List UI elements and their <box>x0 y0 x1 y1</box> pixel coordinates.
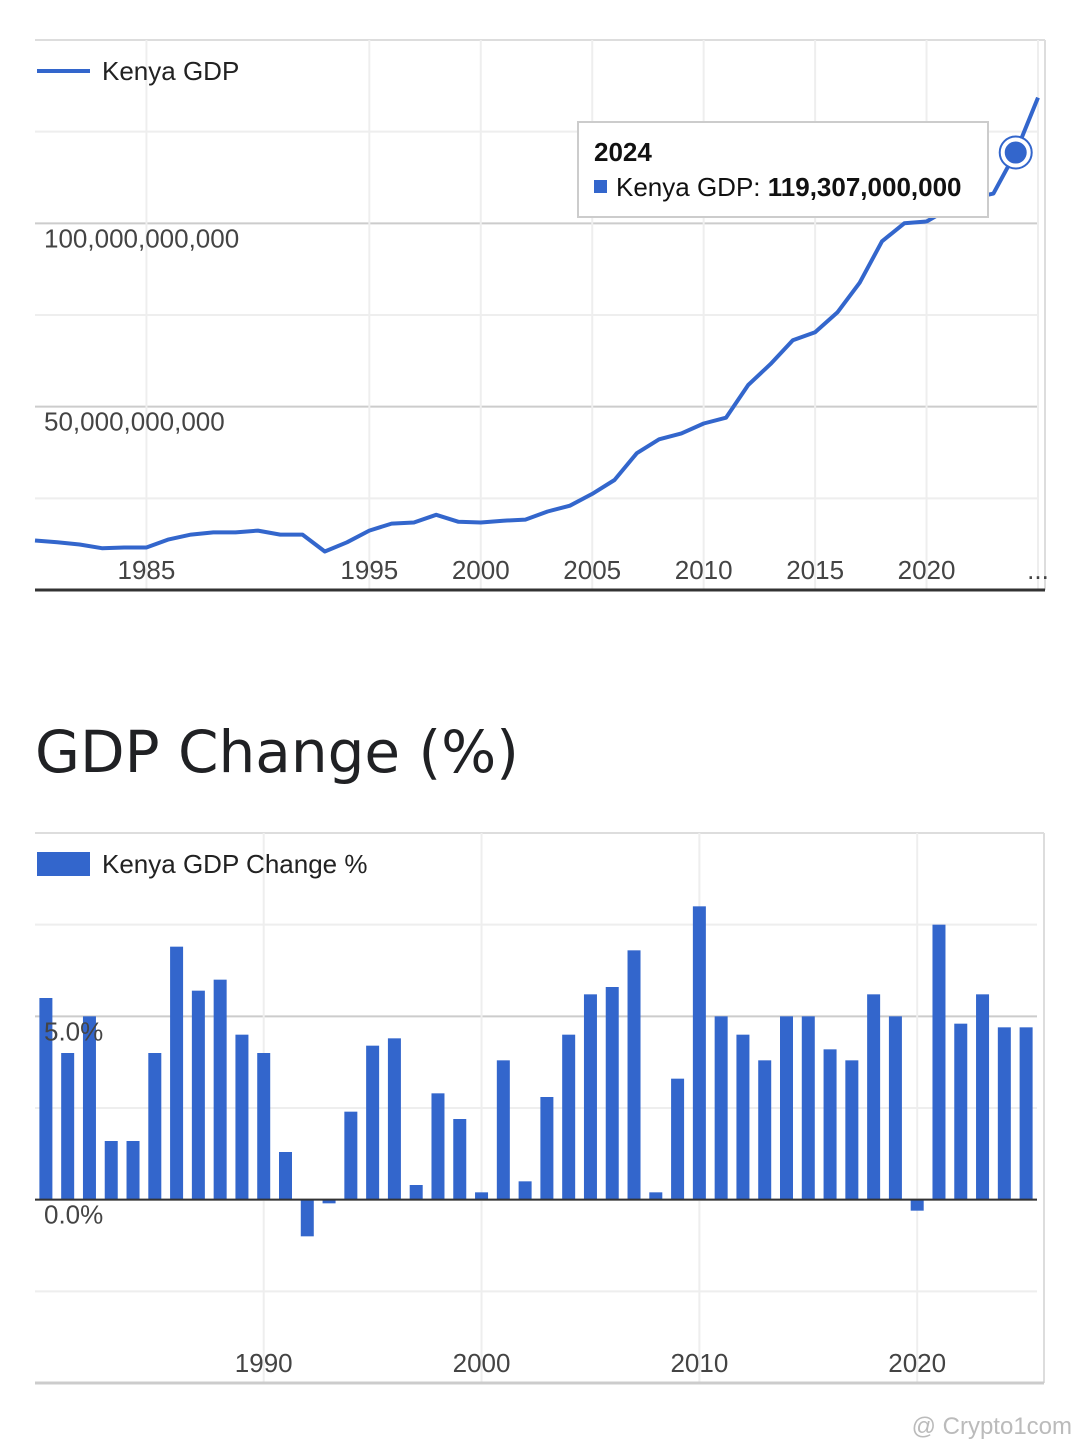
bar <box>997 1027 1011 1200</box>
y-tick-label: 50,000,000,000 <box>44 407 225 437</box>
tooltip-text: Kenya GDP: 119,307,000,000 <box>616 172 962 202</box>
bar <box>431 1093 445 1200</box>
bar <box>932 924 946 1200</box>
bar <box>235 1034 249 1200</box>
bar <box>300 1199 314 1237</box>
tooltip-title: 2024 <box>594 137 652 167</box>
bar <box>279 1152 292 1200</box>
bar <box>387 1038 401 1200</box>
bar <box>191 990 205 1200</box>
bar <box>736 1034 750 1200</box>
bar <box>605 987 619 1200</box>
legend-label: Kenya GDP Change % <box>102 849 367 879</box>
bar <box>910 1199 924 1211</box>
bar <box>1019 1027 1033 1200</box>
highlight-point <box>1000 137 1031 168</box>
y-tick-label: 100,000,000,000 <box>44 223 239 253</box>
bar <box>61 1053 75 1200</box>
bar <box>583 994 597 1200</box>
bar <box>888 1016 902 1200</box>
chart-heading: GDP Change (%) <box>35 718 519 786</box>
x-tick-label: ... <box>1027 555 1049 585</box>
bar <box>780 1016 793 1200</box>
bar <box>671 1078 685 1200</box>
bar <box>518 1181 532 1200</box>
bar <box>322 1199 336 1204</box>
x-tick-label: 1985 <box>118 555 176 585</box>
legend-label: Kenya GDP <box>102 56 239 86</box>
bar <box>475 1192 489 1200</box>
tooltip-label: Kenya GDP: <box>616 172 761 202</box>
bar <box>845 1060 859 1200</box>
x-tick-label: 1995 <box>340 555 398 585</box>
bar <box>540 1097 554 1200</box>
tooltip-swatch <box>594 180 607 193</box>
x-tick-label: 2020 <box>898 555 956 585</box>
bar <box>344 1111 358 1200</box>
bar <box>213 979 227 1200</box>
y-tick-label: 5.0% <box>44 1016 103 1046</box>
bar <box>170 946 184 1200</box>
x-tick-label: 2020 <box>888 1348 946 1378</box>
bar <box>714 1016 728 1200</box>
x-tick-label: 2000 <box>452 555 510 585</box>
bar <box>867 994 881 1200</box>
bar <box>801 1016 815 1200</box>
bar <box>366 1045 380 1200</box>
x-tick-label: 1990 <box>235 1348 293 1378</box>
bar <box>257 1053 271 1200</box>
bar <box>39 998 53 1200</box>
bar <box>104 1141 118 1200</box>
bar <box>692 906 706 1200</box>
highlight-ring <box>998 135 1033 170</box>
watermark: @ Crypto1com <box>912 1413 1072 1440</box>
y-tick-label: 0.0% <box>44 1200 103 1230</box>
x-tick-label: 2015 <box>786 555 844 585</box>
bar <box>148 1053 162 1200</box>
bar <box>954 1023 968 1200</box>
bar <box>82 1016 96 1200</box>
bar <box>823 1049 837 1200</box>
bar <box>627 950 641 1200</box>
tooltip: 2024 Kenya GDP: 119,307,000,000 <box>577 121 989 218</box>
bar <box>976 994 990 1200</box>
bar <box>562 1034 576 1200</box>
tooltip-value: 119,307,000,000 <box>768 172 962 202</box>
data-line <box>34 96 1040 554</box>
x-tick-label: 2005 <box>563 555 621 585</box>
bar <box>496 1060 510 1200</box>
x-tick-label: 2010 <box>670 1348 728 1378</box>
tooltip-box <box>577 121 989 218</box>
bar <box>453 1119 467 1200</box>
legend-swatch <box>37 852 90 876</box>
bar <box>409 1185 423 1200</box>
x-tick-label: 2000 <box>453 1348 511 1378</box>
bar <box>758 1060 772 1200</box>
x-tick-label: 2010 <box>675 555 733 585</box>
bar <box>126 1141 140 1200</box>
bar <box>649 1192 663 1200</box>
